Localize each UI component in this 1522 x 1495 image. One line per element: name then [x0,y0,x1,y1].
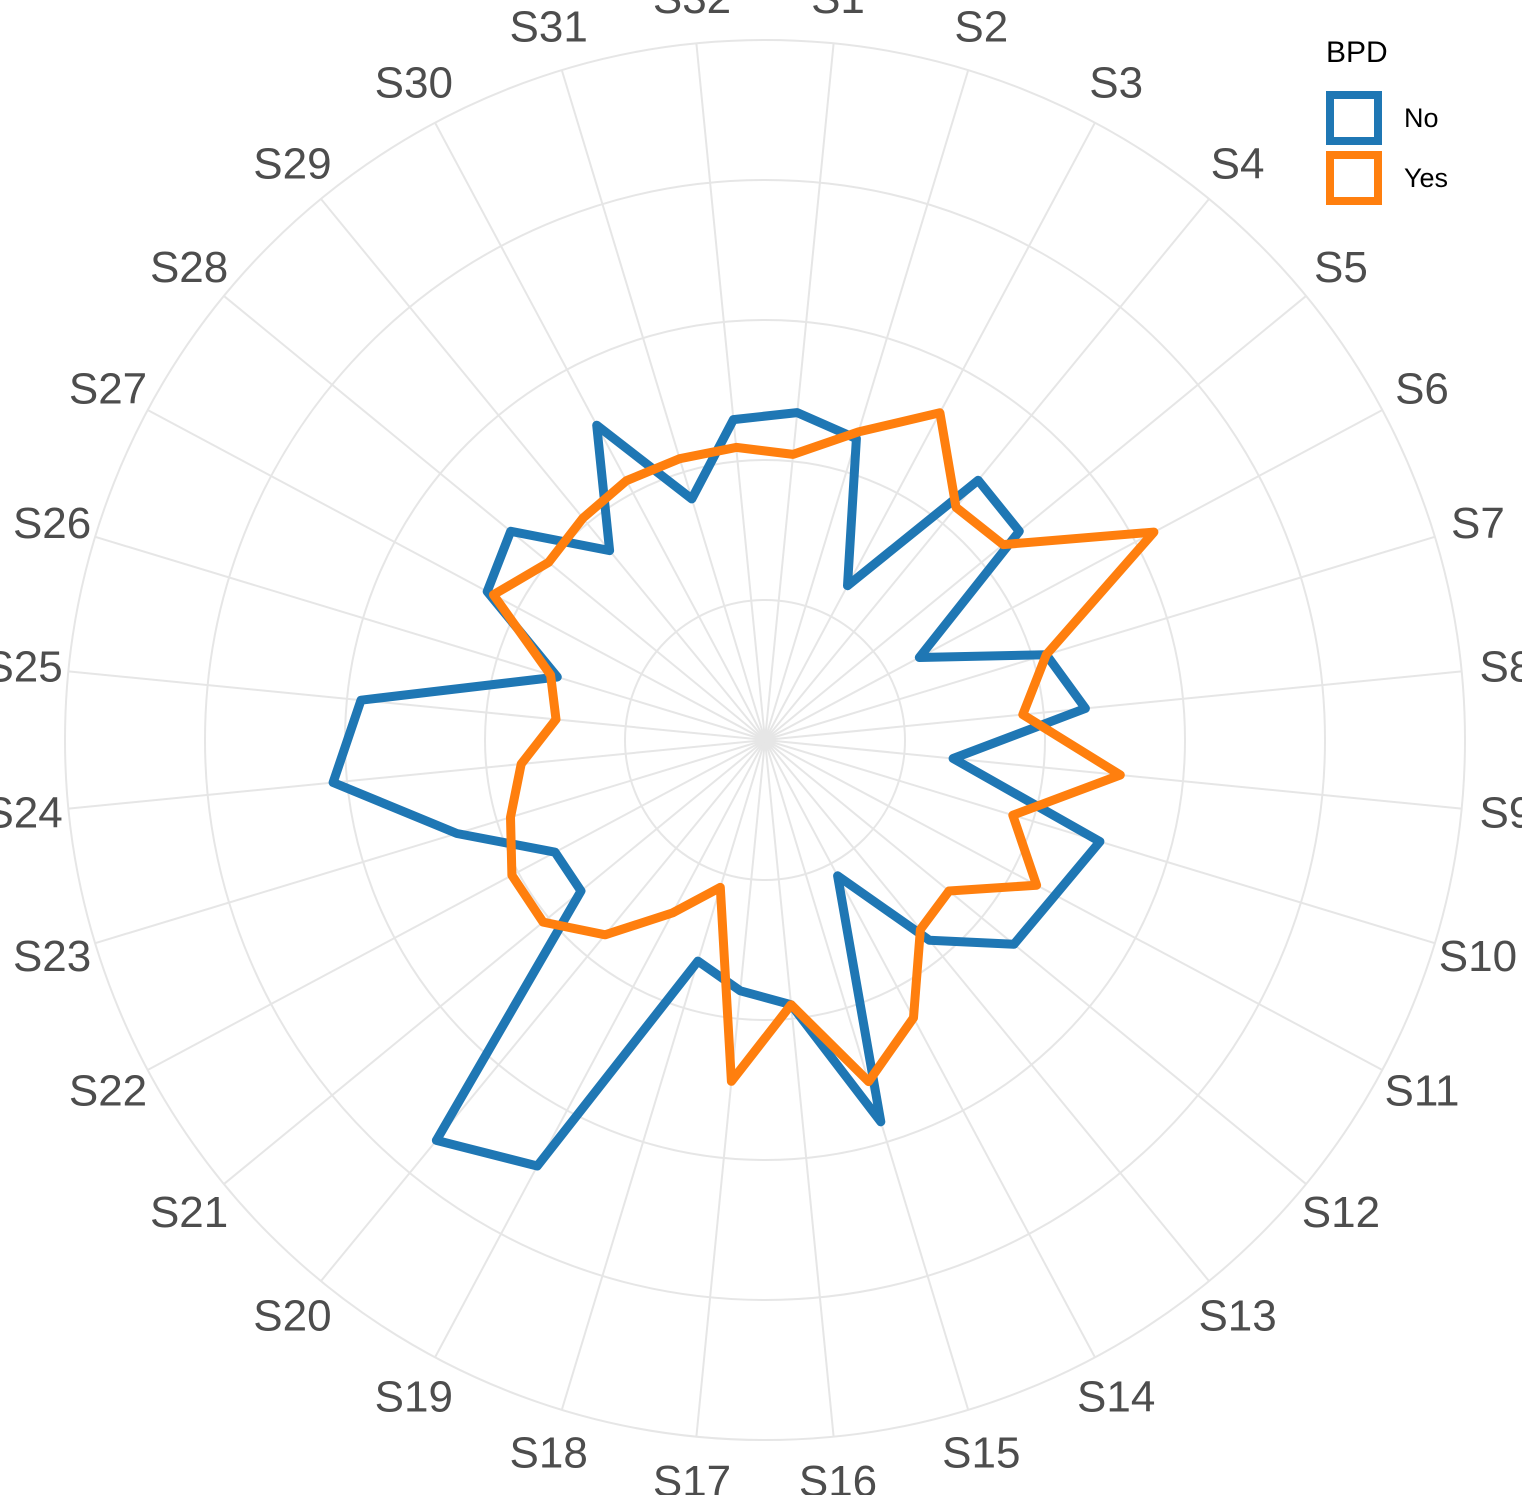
category-label-s23: S23 [13,932,91,981]
category-label-s8: S8 [1479,643,1522,692]
category-label-s7: S7 [1451,499,1505,548]
category-label-s1: S1 [811,0,865,23]
category-label-s28: S28 [150,243,228,292]
category-label-s26: S26 [13,499,91,548]
category-label-s31: S31 [510,3,588,52]
category-label-s6: S6 [1395,364,1449,413]
category-label-s3: S3 [1089,59,1143,108]
series-layer [328,408,1159,1171]
spoke-s24 [68,739,766,810]
legend-title: BPD [1326,36,1388,69]
spoke-s22 [147,739,766,1071]
spoke-s7 [764,535,1436,741]
category-label-s17: S17 [653,1457,731,1495]
series-yes-line [488,408,1159,1087]
spoke-s29 [320,198,766,741]
category-label-s18: S18 [510,1428,588,1477]
grid-ring-2 [484,459,1046,1021]
spoke-s14 [764,739,1096,1358]
spoke-s1 [764,43,835,741]
spoke-s17 [695,739,766,1437]
category-label-s11: S11 [1384,1067,1459,1116]
spoke-s13 [764,739,1210,1282]
series-no-line [328,408,1105,1171]
category-label-s30: S30 [375,59,453,108]
category-label-s22: S22 [69,1067,147,1116]
legend-label-yes: Yes [1404,163,1448,193]
category-label-s14: S14 [1077,1373,1155,1422]
category-label-s16: S16 [799,1457,877,1495]
spoke-s32 [695,43,766,741]
spoke-s12 [764,739,1307,1185]
spoke-s28 [223,295,766,741]
spoke-s31 [560,69,766,741]
legend-key-no [1326,91,1382,145]
spoke-s26 [94,535,766,741]
category-label-s20: S20 [253,1291,331,1340]
category-label-s2: S2 [954,3,1008,52]
spoke-s2 [764,69,970,741]
category-label-s32: S32 [653,0,731,23]
category-label-s10: S10 [1439,932,1517,981]
grid-ring-4 [204,179,1326,1301]
legend-key-yes [1326,151,1382,205]
grid-ring-1 [624,599,906,881]
category-label-s21: S21 [150,1188,228,1237]
spoke-s19 [434,739,766,1358]
spoke-s4 [764,198,1210,741]
spoke-s23 [94,739,766,945]
legend-label-no: No [1404,103,1439,133]
category-label-s24: S24 [0,789,63,838]
category-label-s29: S29 [253,140,331,189]
category-label-s9: S9 [1479,789,1522,838]
spoke-s16 [764,739,835,1437]
spoke-s27 [147,409,766,741]
spoke-s11 [764,739,1383,1071]
spoke-s8 [764,670,1462,741]
category-label-s13: S13 [1198,1291,1276,1340]
spoke-s5 [764,295,1307,741]
category-label-s5: S5 [1314,243,1368,292]
spoke-s6 [764,409,1383,741]
category-label-s12: S12 [1302,1188,1380,1237]
spoke-s18 [560,739,766,1411]
category-label-s4: S4 [1211,140,1265,189]
category-label-s27: S27 [69,364,147,413]
category-label-s25: S25 [0,643,63,692]
category-label-s15: S15 [942,1428,1020,1477]
spoke-s20 [320,739,766,1282]
grid-ring-5 [64,39,1466,1441]
legend: BPD No Yes [1326,36,1448,205]
category-label-s19: S19 [375,1373,453,1422]
spoke-s3 [764,122,1096,741]
spoke-s25 [68,670,766,741]
grid [64,39,1466,1441]
spoke-s21 [223,739,766,1185]
